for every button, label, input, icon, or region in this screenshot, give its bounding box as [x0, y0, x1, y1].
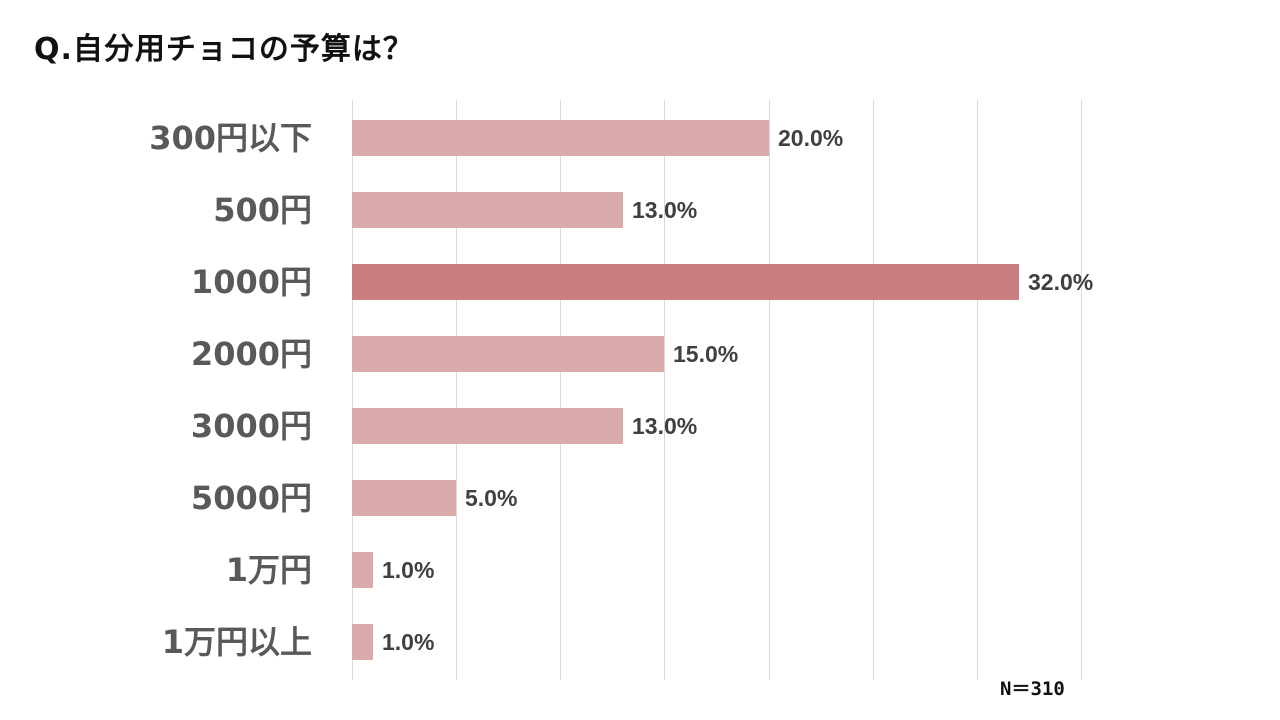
gridline: [352, 100, 353, 680]
category-label: 500円: [213, 191, 312, 229]
gridline: [769, 100, 770, 680]
bar: [352, 624, 373, 660]
gridline: [1081, 100, 1082, 680]
bar: [352, 480, 456, 516]
data-label: 15.0%: [673, 341, 739, 367]
bar-row: 32.0%: [352, 264, 1093, 300]
bar: [352, 192, 623, 228]
category-label: 1万円: [225, 551, 312, 589]
gridline: [664, 100, 665, 680]
bar-row: 5.0%: [352, 480, 1081, 516]
sample-size-note: N＝310: [1000, 678, 1065, 700]
category-label: 3000円: [190, 407, 312, 445]
chart-title: Q.自分用チョコの予算は？: [34, 32, 414, 67]
data-label: 32.0%: [1028, 269, 1094, 295]
gridline: [873, 100, 874, 680]
data-label: 5.0%: [465, 485, 518, 511]
bar: [352, 336, 664, 372]
bar: [352, 408, 623, 444]
gridline: [560, 100, 561, 680]
bar: [352, 120, 769, 156]
data-label: 13.0%: [632, 197, 698, 223]
bar-row: 20.0%: [352, 120, 1081, 156]
bar: [352, 552, 373, 588]
gridline: [977, 100, 978, 680]
data-label: 20.0%: [778, 125, 844, 151]
bar: [352, 264, 1019, 300]
data-label: 1.0%: [382, 557, 435, 583]
category-label: 300円以下: [149, 119, 312, 157]
category-label: 5000円: [190, 479, 312, 517]
data-label: 1.0%: [382, 629, 435, 655]
bar-row: 13.0%: [352, 408, 1081, 444]
bar-row: 1.0%: [352, 552, 1081, 588]
category-label: 1000円: [190, 263, 312, 301]
plot-area: 20.0% 13.0% 32.0% 15.0% 13.0% 5.0% 1.0% 1.0%: [352, 100, 1093, 680]
data-label: 13.0%: [632, 413, 698, 439]
category-label: 1万円以上: [161, 623, 312, 661]
bar-row: 15.0%: [352, 336, 1081, 372]
gridline: [456, 100, 457, 680]
bar-row: 1.0%: [352, 624, 1081, 660]
bar-row: 13.0%: [352, 192, 1081, 228]
category-label: 2000円: [190, 335, 312, 373]
